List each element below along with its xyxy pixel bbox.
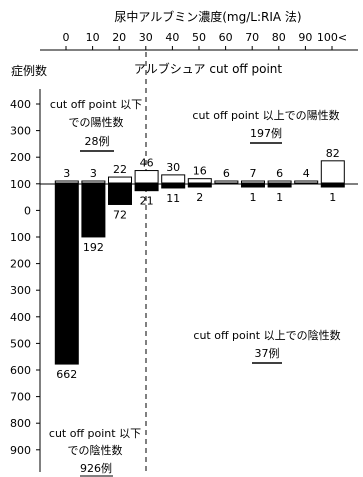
bar-positive xyxy=(320,160,345,184)
annotation-below-positive: cut off point 以下 での陽性数 28例 xyxy=(50,98,142,152)
bar-negative xyxy=(241,184,265,188)
value-label-negative: 1 xyxy=(329,191,336,204)
value-label-negative: 192 xyxy=(83,241,104,254)
bar-negative xyxy=(187,184,212,188)
below-pos-line1: cut off point 以下 xyxy=(50,98,142,111)
y-tick-label: 600 xyxy=(10,364,31,377)
y-tick-label: 0 xyxy=(24,204,31,217)
y-tick-label: 900 xyxy=(10,444,31,457)
value-label-positive: 6 xyxy=(223,167,230,180)
y-tick-label: 400 xyxy=(10,311,31,324)
bar-negative xyxy=(108,184,132,205)
annotation-below-negative: cut off point 以下 での陰性数 926例 xyxy=(49,427,141,477)
y-tick-label: 300 xyxy=(10,125,31,138)
x-tick-label: 10 xyxy=(86,31,100,44)
bar-negative xyxy=(81,184,106,238)
above-pos-count: 197例 xyxy=(250,126,282,140)
above-neg-line1: cut off point 以上での陰性数 xyxy=(193,328,340,342)
below-neg-count: 926例 xyxy=(80,461,112,475)
x-tick-label: 20 xyxy=(112,31,126,44)
above-pos-line1: cut off point 以上での陽性数 xyxy=(192,108,339,122)
value-label-positive: 30 xyxy=(166,161,180,174)
value-label-negative: 662 xyxy=(56,368,77,381)
x-tick-label: 50 xyxy=(192,31,206,44)
annotation-above-positive: cut off point 以上での陽性数 197例 xyxy=(192,108,340,144)
value-label-negative: 1 xyxy=(276,191,283,204)
value-label-positive: 3 xyxy=(90,167,97,180)
bar-positive xyxy=(267,180,292,184)
y-tick-label: 100 xyxy=(10,231,31,244)
below-pos-line2: での陽性数 xyxy=(69,115,124,129)
bars xyxy=(54,160,345,365)
y-axis-title: 症例数 xyxy=(11,63,47,78)
x-tick-label: 30 xyxy=(139,31,153,44)
value-label-negative: 1 xyxy=(250,191,257,204)
x-tick-label: 100< xyxy=(317,31,347,44)
below-neg-line1: cut off point 以下 xyxy=(49,427,141,440)
annotation-above-negative: cut off point 以上での陰性数 37例 xyxy=(193,328,341,364)
y-tick-label: 400 xyxy=(10,98,31,111)
bar-positive xyxy=(214,180,239,184)
cutoff-label: アルブシュア cut off point xyxy=(134,61,282,76)
bar-positive xyxy=(134,170,159,184)
y-tick-label: 800 xyxy=(10,417,31,430)
value-label-positive: 3 xyxy=(63,167,70,180)
x-tick-label: 90 xyxy=(298,31,312,44)
bar-positive xyxy=(187,178,212,184)
bar-negative xyxy=(134,184,159,192)
value-label-positive: 16 xyxy=(193,165,207,178)
bar-negative xyxy=(161,184,186,189)
y-tick-label: 500 xyxy=(10,337,31,350)
bar-positive xyxy=(81,180,106,184)
value-label-positive: 4 xyxy=(303,167,310,180)
value-label-negative: 11 xyxy=(166,192,180,205)
bar-positive xyxy=(161,174,186,184)
value-label-positive: 6 xyxy=(276,167,283,180)
bar-positive xyxy=(108,176,132,184)
value-label-positive: 7 xyxy=(250,167,257,180)
x-tick-label: 80 xyxy=(272,31,286,44)
bar-positive xyxy=(294,180,319,184)
value-label-positive: 22 xyxy=(113,163,127,176)
bar-negative xyxy=(320,184,345,188)
bar-negative xyxy=(267,184,292,188)
x-axis-ticks: 0 10 20 30 40 50 60 70 80 90 100< xyxy=(63,31,347,50)
x-tick-label: 0 xyxy=(63,31,70,44)
value-label-negative: 72 xyxy=(113,208,127,221)
value-label-negative: 2 xyxy=(196,191,203,204)
x-axis-title: 尿中アルブミン濃度(mg/L:RIA 法) xyxy=(114,9,301,24)
value-label-positive: 46 xyxy=(140,157,154,170)
y-tick-label: 200 xyxy=(10,258,31,271)
x-tick-label: 60 xyxy=(219,31,233,44)
value-label-positive: 82 xyxy=(326,147,340,160)
x-tick-label: 70 xyxy=(245,31,259,44)
y-tick-label: 100 xyxy=(10,178,31,191)
y-tick-label: 700 xyxy=(10,391,31,404)
x-tick-label: 40 xyxy=(165,31,179,44)
bar-positive xyxy=(54,180,79,184)
bar-negative xyxy=(54,184,79,365)
below-pos-count: 28例 xyxy=(85,134,110,148)
bar-positive xyxy=(241,180,265,184)
y-tick-label: 200 xyxy=(10,151,31,164)
y-axis-ticks: 400 300 200 100 0 100 200 300 400 500 600 700 800 900 xyxy=(10,98,40,457)
value-label-negative: 21 xyxy=(140,195,154,208)
y-tick-label: 300 xyxy=(10,284,31,297)
below-neg-line2: での陰性数 xyxy=(68,443,123,457)
above-neg-count: 37例 xyxy=(255,346,280,360)
